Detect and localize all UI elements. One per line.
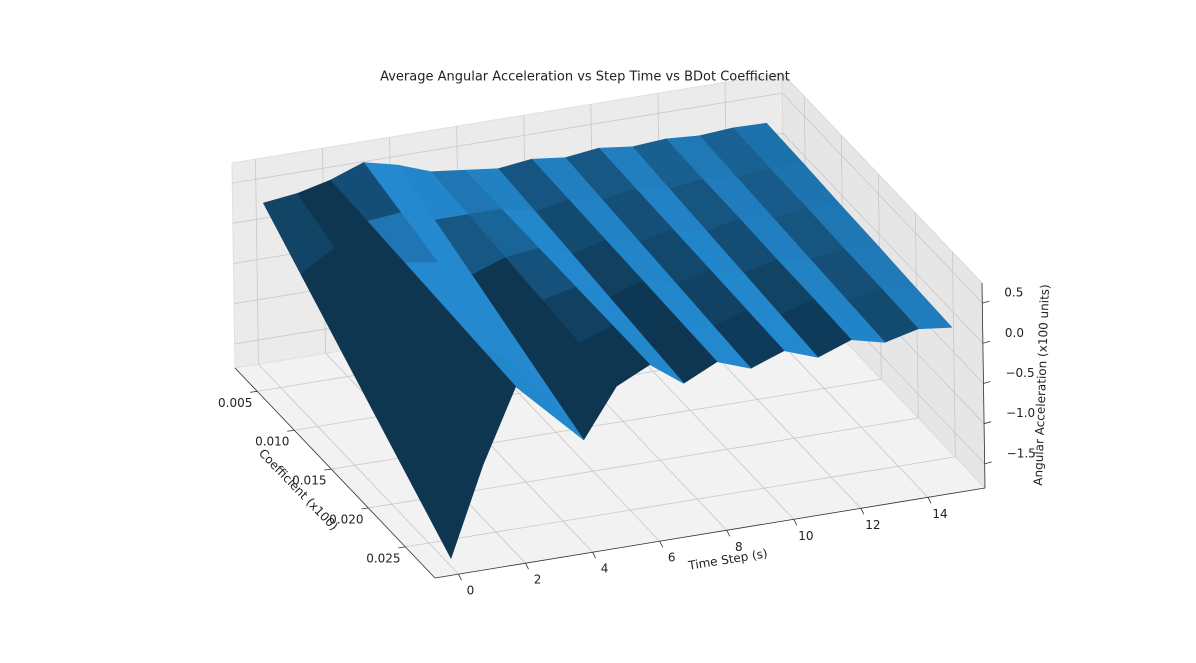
tick-mark: [927, 497, 932, 504]
chart-title: Average Angular Acceleration vs Step Tim…: [380, 70, 790, 85]
z-tick-label: −0.5: [1005, 366, 1034, 380]
tick-mark: [250, 390, 258, 393]
y-tick-label: 0.005: [218, 396, 252, 410]
tick-mark: [984, 461, 992, 465]
tick-mark: [982, 300, 990, 304]
z-tick-label: −1.5: [1007, 446, 1036, 460]
x-tick-label: 6: [668, 551, 676, 565]
tick-mark: [398, 546, 406, 549]
z-tick-label: 0.5: [1004, 286, 1023, 300]
z-tick-label: −1.0: [1006, 406, 1035, 420]
tick-mark: [324, 468, 332, 471]
y-axis-line: [234, 367, 436, 579]
grid-line: [782, 133, 984, 344]
x-tick-label: 4: [601, 562, 609, 576]
y-tick-label: 0.025: [366, 551, 400, 565]
x-tick-label: 2: [534, 573, 542, 587]
surface-patch: [413, 409, 484, 559]
x-tick-label: 12: [865, 518, 880, 532]
z-tick-label: 0.0: [1005, 326, 1024, 340]
grid-line: [258, 363, 459, 575]
ticks: 0 2 4 6 8 10 12 14 0.005 0.010 0.015 0.020 0.025 −1.5…: [218, 282, 1036, 598]
tick-mark: [361, 507, 369, 510]
grid-line: [232, 92, 783, 184]
tick-mark: [659, 541, 664, 548]
tick-mark: [860, 508, 865, 515]
tick-mark: [983, 381, 991, 384]
x-tick-label: 10: [798, 529, 813, 543]
tick-mark: [982, 340, 990, 344]
tick-mark: [793, 519, 798, 526]
tick-mark: [983, 421, 992, 425]
x-tick-label: 0: [467, 584, 475, 598]
tick-mark: [525, 563, 529, 570]
z-axis-label: Angular Acceleration (x100 units): [1031, 284, 1052, 486]
surface: [263, 122, 953, 559]
x-axis-label: Time Step (s): [686, 546, 768, 572]
grid-line: [405, 456, 956, 548]
tick-mark: [592, 552, 596, 559]
tick-mark: [287, 429, 295, 432]
tick-mark: [726, 530, 731, 537]
y-tick-label: 0.020: [329, 513, 363, 527]
x-tick-label: 14: [932, 507, 947, 521]
x-tick-label: 8: [735, 540, 743, 554]
z-axis-line: [981, 282, 986, 489]
grid-line: [951, 251, 956, 457]
y-tick-label: 0.015: [292, 474, 326, 488]
tick-mark: [458, 573, 462, 581]
x-axis-line: [434, 487, 986, 579]
grid-line: [255, 159, 259, 365]
y-tick-label: 0.010: [255, 435, 289, 449]
grid-line: [782, 92, 983, 304]
